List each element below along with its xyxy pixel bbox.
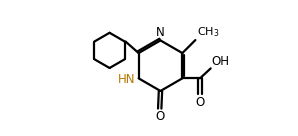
Text: O: O — [195, 96, 205, 109]
Text: OH: OH — [212, 55, 229, 68]
Text: O: O — [155, 110, 164, 123]
Text: CH$_3$: CH$_3$ — [197, 25, 219, 39]
Text: N: N — [156, 26, 165, 39]
Text: HN: HN — [118, 73, 136, 86]
